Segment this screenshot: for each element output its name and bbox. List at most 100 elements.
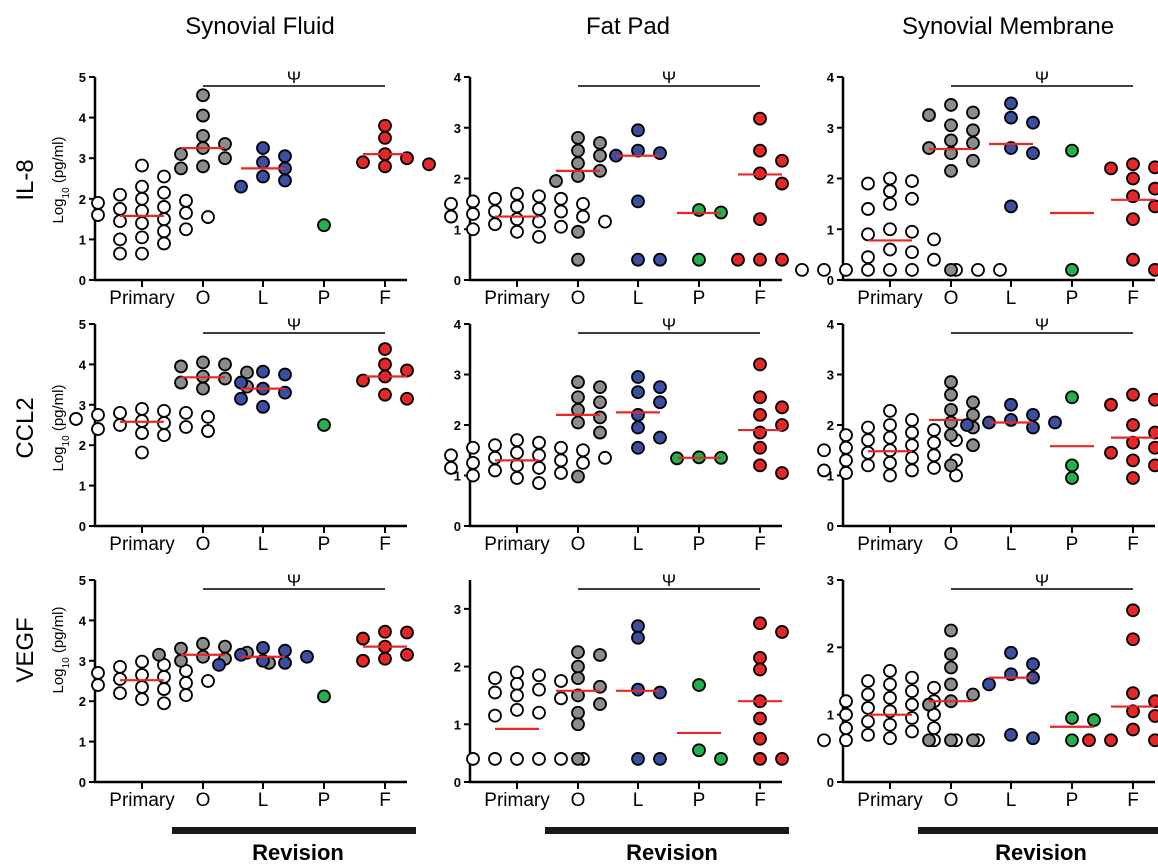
data-point	[278, 367, 292, 382]
y-tick-label: 1	[454, 469, 461, 484]
data-point	[861, 701, 875, 715]
data-point	[839, 428, 853, 443]
unit-subscript: 10	[61, 657, 72, 669]
y-tick-label: 2	[79, 694, 86, 709]
data-point	[905, 245, 919, 259]
unit-labels: Log10 (pg/ml) Log10 (pg/ml) Log10 (pg/ml…	[50, 137, 72, 694]
x-tick-label: O	[571, 790, 586, 811]
data-point	[631, 619, 645, 634]
data-point	[157, 169, 171, 184]
data-point	[731, 252, 745, 267]
x-tick-label: O	[944, 288, 959, 309]
data-point	[598, 450, 612, 465]
y-tick-label: 1	[827, 708, 834, 723]
data-point	[201, 410, 215, 424]
data-point	[1065, 458, 1079, 473]
y-tick-label: 5	[79, 70, 86, 85]
data-point	[510, 752, 524, 766]
data-point	[571, 469, 585, 484]
data-point	[861, 674, 875, 688]
data-point	[1065, 471, 1079, 485]
significance-label: Ψ	[287, 68, 301, 87]
x-tick-label: Primary	[857, 288, 923, 309]
data-point	[817, 262, 831, 277]
panels: 0 1 2 3 4 5 Primary O L P F Ψ 0 1 2 3 4 Primary O L P F Ψ 0 1 2 3 4…	[69, 68, 1158, 811]
data-point	[400, 625, 414, 640]
data-point	[1026, 407, 1040, 422]
data-point	[883, 455, 897, 470]
data-point	[839, 733, 853, 748]
data-point	[532, 461, 546, 475]
data-point	[944, 387, 958, 402]
data-point	[488, 450, 502, 465]
y-tick-label: 3	[79, 151, 86, 166]
data-point	[400, 391, 414, 406]
x-tick-label: F	[1127, 790, 1139, 811]
revision-groups: Revision Revision Revision	[172, 827, 1158, 865]
data-point	[201, 424, 215, 438]
data-point	[1148, 694, 1158, 709]
x-tick-label: Primary	[484, 790, 550, 811]
data-point	[1126, 722, 1140, 737]
data-point	[593, 380, 607, 395]
y-tick-label: 0	[79, 273, 86, 288]
data-point	[598, 214, 612, 229]
data-point	[753, 212, 767, 227]
data-point	[157, 696, 171, 711]
panel-il-8-synovial-fluid: 0 1 2 3 4 5 Primary O L P F Ψ	[79, 68, 436, 309]
data-point	[174, 161, 188, 176]
data-point	[653, 380, 667, 395]
data-point	[631, 407, 645, 422]
data-point	[861, 714, 875, 729]
data-point	[653, 430, 667, 445]
data-point	[278, 643, 292, 658]
data-point	[196, 649, 210, 664]
data-point	[905, 697, 919, 712]
data-point	[775, 400, 789, 415]
data-point	[444, 196, 458, 211]
data-point	[69, 412, 83, 426]
data-point	[753, 440, 767, 455]
data-point	[631, 252, 645, 267]
data-point	[753, 407, 767, 422]
data-point	[466, 222, 480, 237]
y-tick-label: 3	[827, 573, 834, 588]
data-point	[944, 428, 958, 443]
row-labels: IL-8 CCL2 VEGF	[12, 159, 39, 682]
data-point	[593, 697, 607, 711]
row-label-vegf: VEGF	[12, 617, 39, 682]
data-point	[444, 448, 458, 463]
data-point	[714, 752, 728, 766]
data-point	[135, 216, 149, 231]
data-point	[653, 685, 667, 700]
data-point	[775, 176, 789, 191]
data-point	[971, 262, 985, 277]
y-tick-label: 0	[79, 519, 86, 534]
data-point	[927, 721, 941, 736]
significance-label: Ψ	[662, 68, 676, 87]
data-point	[883, 184, 897, 199]
data-point	[927, 448, 941, 463]
x-tick-label: F	[754, 790, 766, 811]
data-point	[174, 147, 188, 162]
x-tick-label: F	[754, 288, 766, 309]
y-tick-label: 2	[454, 660, 461, 675]
data-point	[861, 458, 875, 473]
unit-suffix: (pg/ml)	[50, 137, 67, 188]
data-point	[1148, 440, 1158, 455]
data-point	[256, 364, 270, 379]
data-point	[179, 206, 193, 220]
data-point	[152, 647, 166, 662]
data-point	[861, 250, 875, 265]
data-point	[753, 711, 767, 726]
data-point	[1126, 453, 1140, 468]
x-tick-label: P	[318, 790, 331, 811]
data-point	[631, 752, 645, 766]
data-point	[378, 342, 392, 356]
significance-label: Ψ	[1035, 315, 1049, 334]
data-point	[883, 262, 897, 277]
data-point	[196, 108, 210, 123]
x-tick-label: Primary	[857, 534, 923, 555]
y-tick-label: 3	[827, 368, 834, 383]
data-point	[554, 466, 568, 480]
